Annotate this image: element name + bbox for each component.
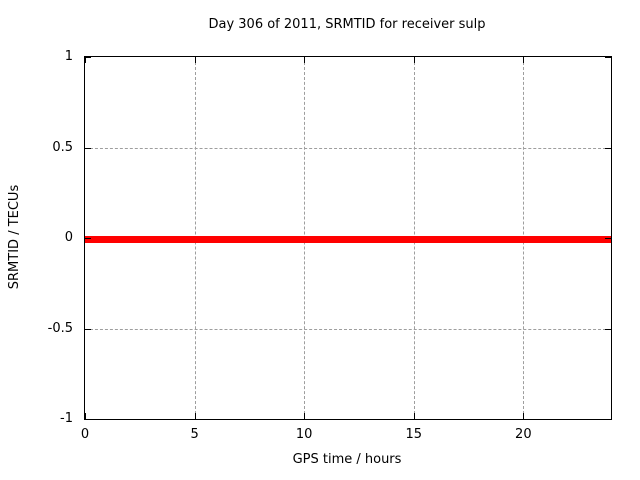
y-gridline [85, 328, 611, 330]
y-tick-mark-right [605, 57, 611, 58]
x-axis-label: GPS time / hours [292, 452, 402, 467]
y-tick-label: 1 [64, 49, 73, 64]
y-tick-label: -1 [60, 411, 73, 426]
y-tick-label: 0 [64, 230, 73, 245]
x-tick-label: 10 [295, 427, 313, 442]
y-tick-label: -0.5 [47, 320, 73, 336]
x-tick-mark-bottom [523, 413, 525, 419]
x-tick-mark-top [194, 57, 196, 63]
x-tick-mark-bottom [413, 413, 415, 419]
y-tick-mark-left [85, 419, 91, 420]
y-tick-mark-left [85, 328, 91, 330]
x-tick-label: 5 [190, 427, 199, 442]
y-tick-label: 0.5 [52, 139, 73, 155]
chart-title: Day 306 of 2011, SRMTID for receiver sul… [208, 17, 486, 32]
x-tick-label: 0 [80, 427, 90, 442]
y-tick-mark-right [605, 419, 611, 420]
plot-area: 0 5 10 15 20 -1 -0.5 0 0.5 1 [48, 49, 612, 442]
x-tick-mark-bottom [85, 413, 86, 419]
x-tick-mark-top [304, 57, 306, 63]
x-tick-mark-top [413, 57, 415, 63]
x-tick-mark-top [85, 57, 86, 63]
y-gridline [85, 147, 611, 149]
x-tick-mark-top [523, 57, 525, 63]
y-tick-mark-left [85, 57, 91, 58]
x-tick-label: 15 [405, 427, 423, 442]
y-tick-mark-left [85, 147, 91, 149]
x-tick-label: 20 [515, 427, 532, 442]
y-tick-mark-right [605, 238, 611, 239]
y-tick-mark-right [605, 328, 611, 330]
y-tick-mark-left [85, 238, 91, 239]
x-tick-mark-bottom [304, 413, 306, 419]
series-line-srmtid [85, 235, 611, 243]
y-tick-mark-right [605, 147, 611, 149]
x-tick-mark-bottom [194, 413, 196, 419]
